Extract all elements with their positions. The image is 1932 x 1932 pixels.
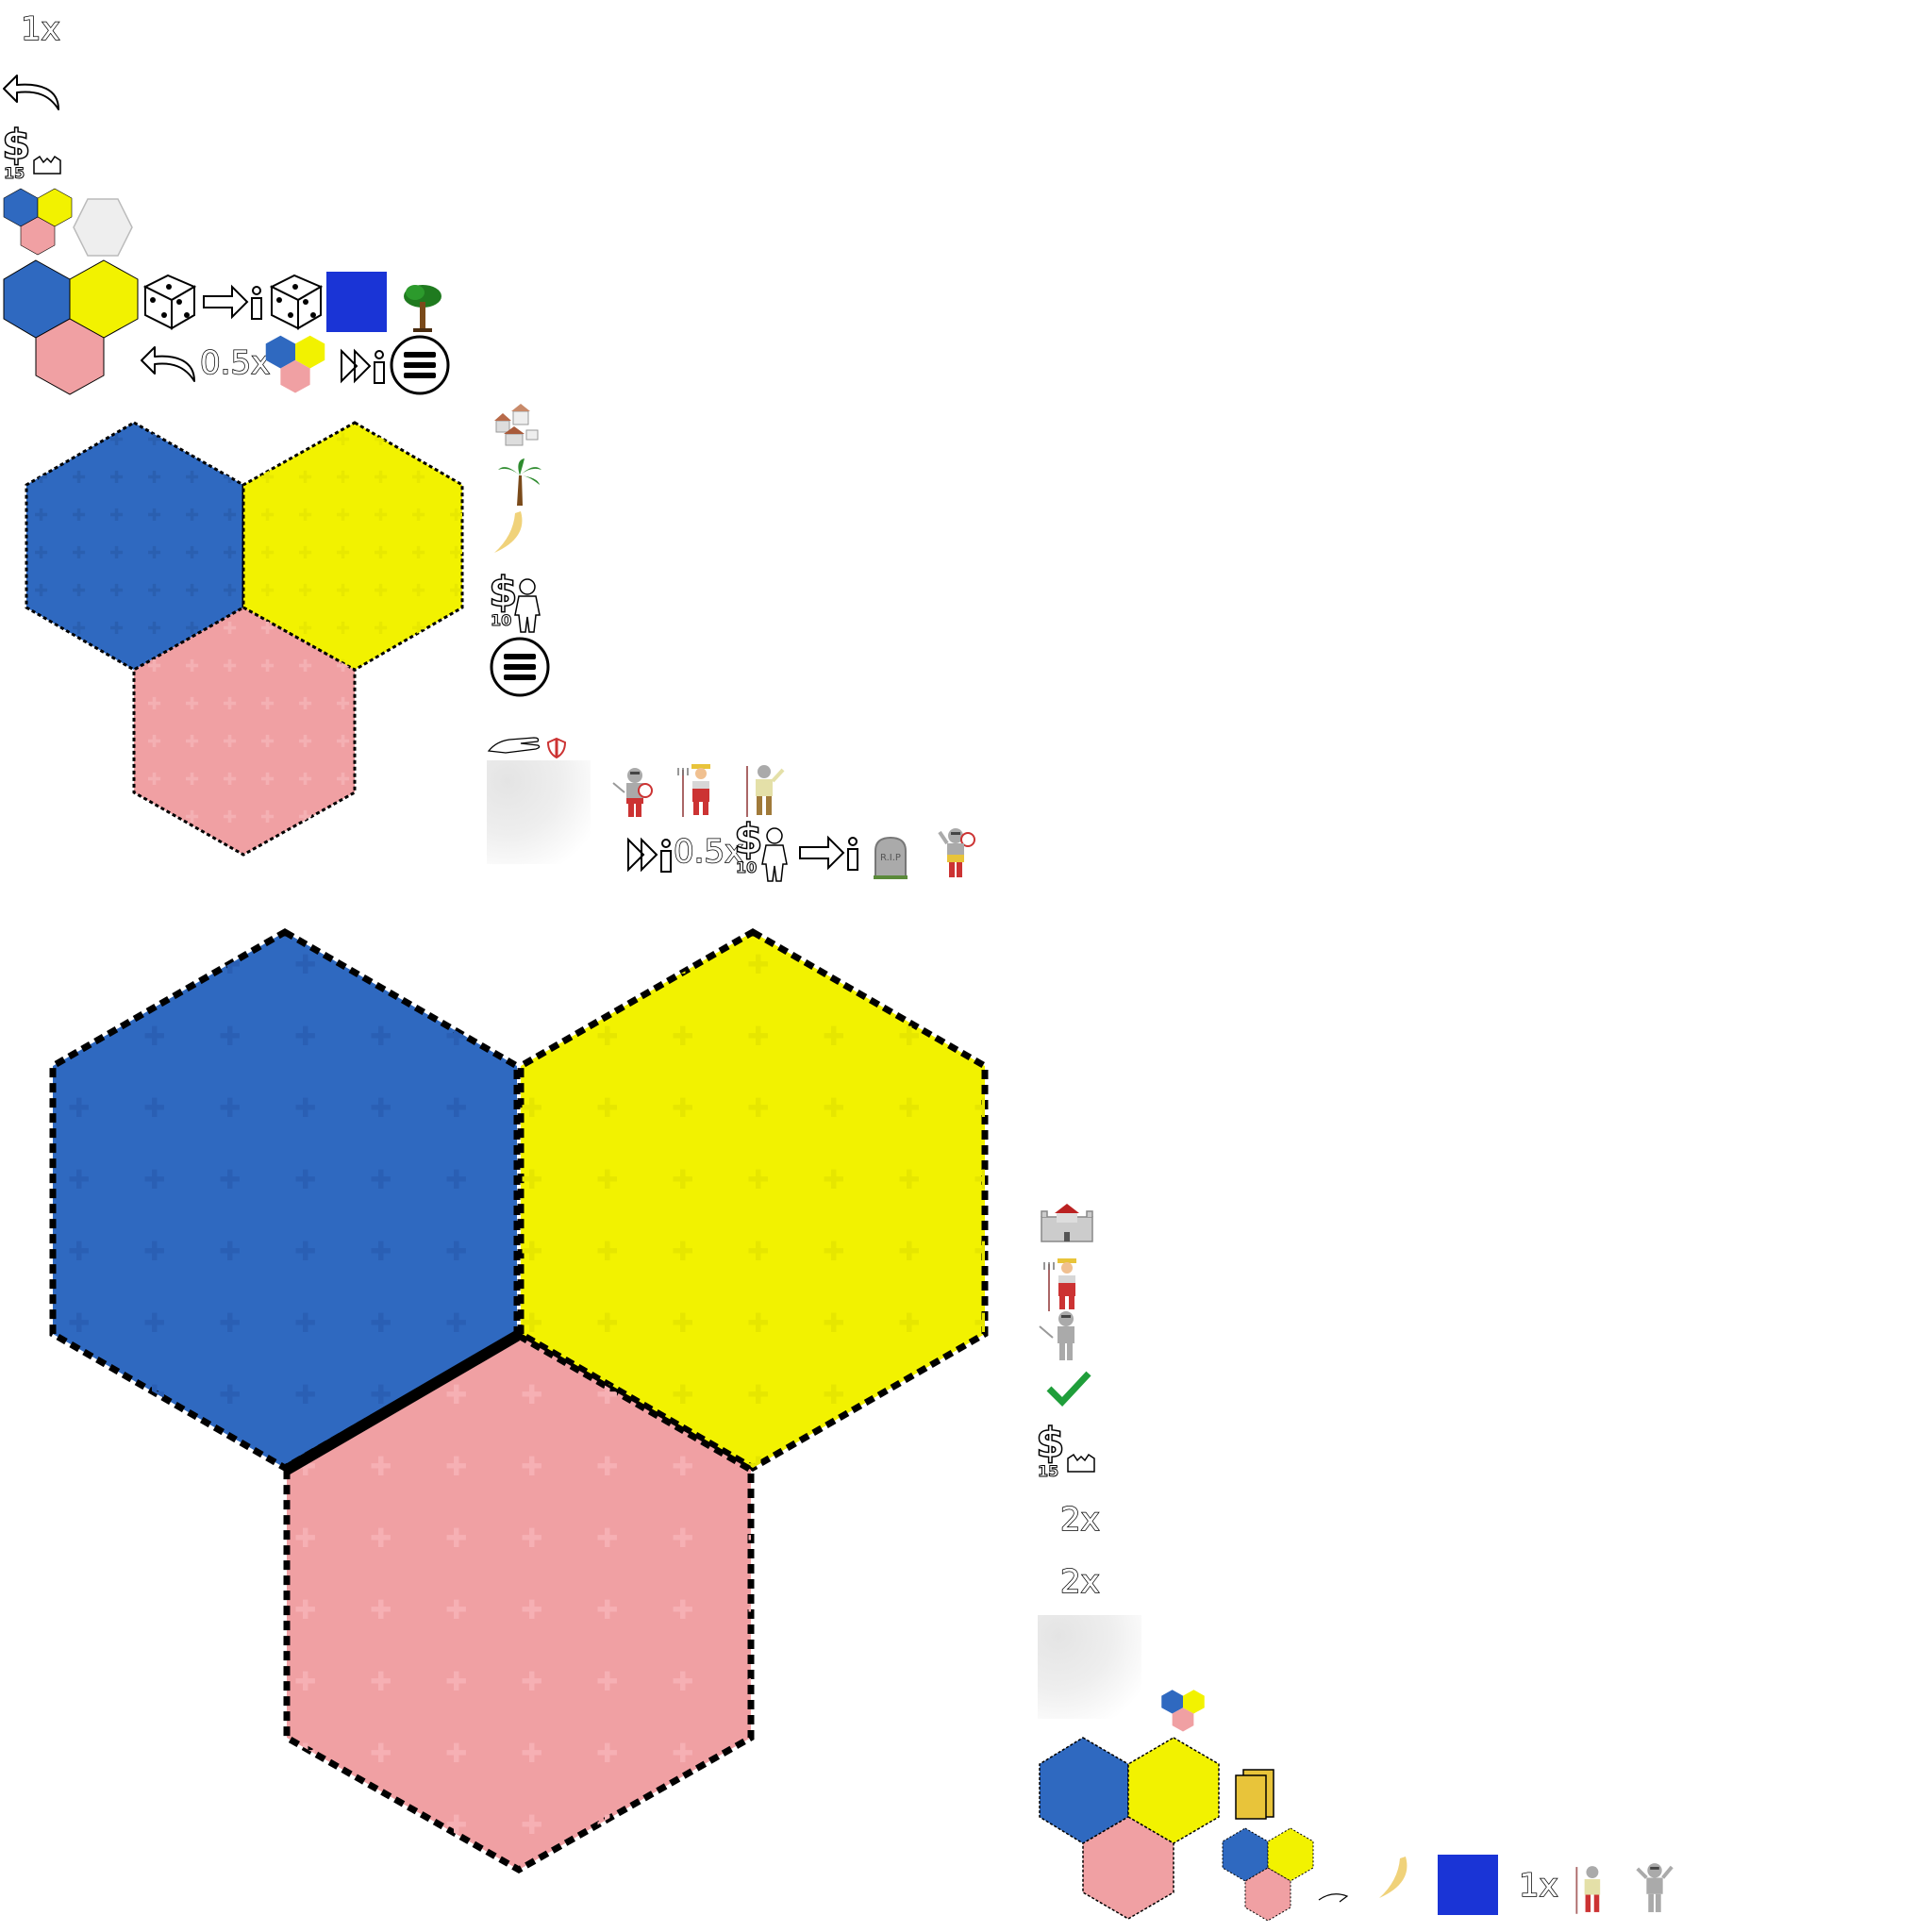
- fog-of-war-area-2: [1038, 1615, 1141, 1719]
- cost-15-unit-price: $ 15: [1, 121, 31, 182]
- cards-icon[interactable]: [1232, 1766, 1277, 1823]
- speed-indicator-2x-b[interactable]: 2x: [1059, 1563, 1100, 1601]
- dice-icon-2[interactable]: [264, 270, 326, 332]
- village-outline-icon: [32, 153, 62, 177]
- hex-tile-yellow-large[interactable]: [517, 927, 989, 1473]
- hex-cluster-small-icon[interactable]: [2, 187, 74, 258]
- banana-icon[interactable]: [489, 509, 530, 557]
- dollar-icon: $: [733, 815, 763, 863]
- hex-tile-pink[interactable]: [132, 606, 357, 857]
- hex-cluster-tiny-icon[interactable]: [1160, 1689, 1206, 1734]
- castle-icon[interactable]: [1038, 1200, 1096, 1247]
- village-outline-icon-2: [1066, 1451, 1096, 1475]
- fast-forward-info-icon[interactable]: [340, 347, 389, 385]
- small-stroke-icon: [1317, 1889, 1351, 1906]
- water-tile-icon[interactable]: [326, 272, 387, 332]
- cost-10-unit-price: $ 10: [488, 568, 518, 629]
- farmer-unit-icon-2[interactable]: [1041, 1257, 1089, 1313]
- arrow-to-info-icon-2[interactable]: [798, 834, 860, 872]
- palm-tree-icon[interactable]: [496, 457, 543, 508]
- shield-icon: [546, 737, 567, 759]
- dice-icon[interactable]: [138, 270, 200, 332]
- empty-hex-tile-icon[interactable]: [72, 196, 134, 258]
- soldier-unit-icon[interactable]: [1038, 1309, 1089, 1364]
- knight-unit-icon[interactable]: [611, 766, 658, 819]
- banana-icon-2[interactable]: [1374, 1855, 1415, 1902]
- hex-cluster-small-icon-2[interactable]: [264, 334, 326, 396]
- gravestone-label: R.I.P: [880, 853, 901, 863]
- speed-indicator-half-2[interactable]: 0.5x: [673, 833, 744, 871]
- soldier-cheering-unit-icon[interactable]: [1632, 1860, 1677, 1917]
- undo-arrow-icon[interactable]: [2, 72, 62, 113]
- undo-arrow-icon-2[interactable]: [140, 343, 198, 385]
- person-outline-icon: [513, 577, 541, 634]
- spearman-unit-icon[interactable]: [740, 762, 787, 819]
- open-hand-icon[interactable]: [487, 728, 545, 758]
- checkmark-icon[interactable]: [1045, 1370, 1092, 1407]
- hamburger-menu-icon[interactable]: [389, 334, 451, 396]
- hex-tile-blue[interactable]: [25, 421, 245, 672]
- fog-of-war-area: [487, 760, 591, 864]
- village-houses-icon[interactable]: [492, 402, 540, 449]
- fast-forward-info-icon-2[interactable]: [626, 836, 675, 874]
- cost-10-unit-price-2: $ 10: [733, 815, 763, 876]
- speed-indicator-half[interactable]: 0.5x: [199, 344, 271, 382]
- speed-indicator-2x-a[interactable]: 2x: [1059, 1501, 1100, 1539]
- hex-map-medium[interactable]: ✚ ✚ ✚: [25, 421, 468, 864]
- hex-cluster-medium[interactable]: [2, 258, 140, 396]
- hex-map-large[interactable]: ✚ ✚ ✚: [49, 927, 989, 1874]
- speed-indicator-top[interactable]: 1x: [20, 10, 60, 48]
- knight-cheering-unit-icon[interactable]: [932, 826, 979, 881]
- arrow-to-info-icon[interactable]: [202, 283, 264, 321]
- tree-icon[interactable]: [402, 281, 443, 334]
- dollar-icon: $: [488, 568, 518, 616]
- dollar-icon: $: [1, 121, 31, 169]
- cost-15-unit-price-2: $ 15: [1035, 1419, 1065, 1480]
- hex-cluster-small-icon-3[interactable]: [1221, 1826, 1315, 1922]
- hex-cluster-medium-2[interactable]: [1038, 1736, 1221, 1920]
- farmer-unit-icon[interactable]: [675, 762, 723, 819]
- hamburger-menu-icon-2[interactable]: [489, 636, 551, 698]
- speed-indicator-1x-bottom[interactable]: 1x: [1518, 1867, 1558, 1905]
- water-tile-icon-2[interactable]: [1438, 1855, 1498, 1915]
- gravestone-icon[interactable]: R.I.P: [872, 834, 909, 881]
- spearman-unit-icon-2[interactable]: [1570, 1862, 1613, 1917]
- dollar-icon: $: [1035, 1419, 1065, 1467]
- person-outline-icon-2: [760, 826, 789, 883]
- hex-tile-pink-large[interactable]: [283, 1331, 755, 1874]
- hex-tile-blue-large[interactable]: [49, 927, 521, 1473]
